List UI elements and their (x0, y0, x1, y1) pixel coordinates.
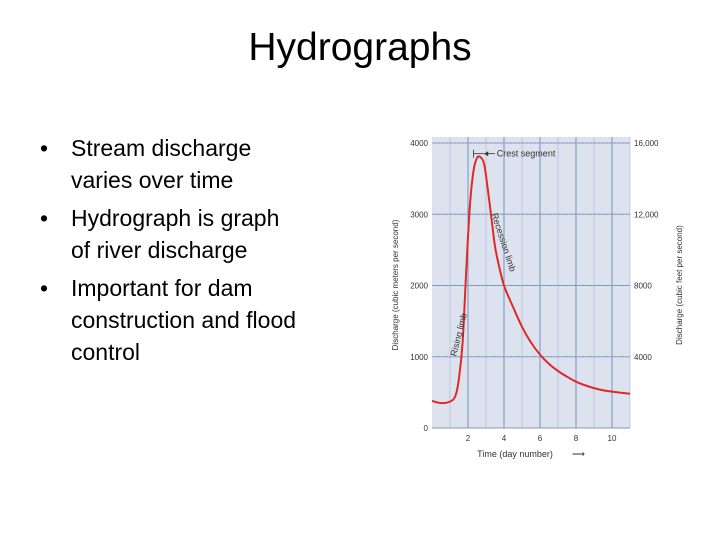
y2-tick-label: 8000 (634, 282, 652, 291)
grid-lines (432, 137, 631, 429)
y-tick-label: 0 (424, 424, 429, 433)
y-tick-label: 3000 (410, 210, 428, 219)
bullet-list: • Stream discharge varies over time • Hydr… (40, 132, 300, 374)
bullet-dot: • (40, 205, 49, 231)
y2-tick-label: 16,000 (634, 139, 659, 148)
x-axis-arrow: ⟶ (572, 449, 585, 459)
y-tick-label: 1000 (410, 353, 428, 362)
x-tick-label: 8 (574, 434, 579, 443)
crest-arrowhead (484, 151, 489, 157)
y-axis-label: Discharge (cubic meters per second) (391, 219, 400, 350)
x-tick-label: 4 (502, 434, 507, 443)
bullet-text: Important for dam construction and flood… (71, 275, 297, 365)
y-tick-label: 2000 (410, 282, 428, 291)
bullet-dot: • (40, 275, 49, 301)
y-tick-label: 4000 (410, 139, 428, 148)
y2-axis-ticks: 4000 8000 12,000 16,000 (634, 139, 659, 362)
bullet-text: Stream discharge varies over time (71, 135, 252, 193)
bullet-item: • Important for dam construction and floo… (40, 272, 300, 368)
y2-tick-label: 4000 (634, 353, 652, 362)
x-tick-label: 6 (538, 434, 543, 443)
x-tick-label: 10 (608, 434, 617, 443)
annotation-crest-segment: Crest segment (497, 149, 556, 159)
hydrograph-chart: 0 1000 2000 3000 4000 4000 8000 12,000 16,000 2… (391, 137, 684, 459)
slide-title: Hydrographs (248, 26, 472, 69)
y2-axis-label: Discharge (cubic feet per second) (675, 225, 684, 345)
x-axis-label: Time (day number) (477, 449, 553, 459)
bullet-item: • Hydrograph is graph of river discharge (40, 202, 300, 266)
discharge-line (431, 155, 631, 405)
x-axis-ticks: 2 4 6 8 10 (466, 434, 617, 443)
plot-background (432, 137, 630, 428)
y2-tick-label: 12,000 (634, 210, 659, 219)
bullet-item: • Stream discharge varies over time (40, 132, 300, 196)
bullet-dot: • (40, 135, 49, 161)
x-tick-label: 2 (466, 434, 471, 443)
y-axis-ticks: 0 1000 2000 3000 4000 (410, 139, 428, 433)
bullet-text: Hydrograph is graph of river discharge (71, 205, 280, 263)
